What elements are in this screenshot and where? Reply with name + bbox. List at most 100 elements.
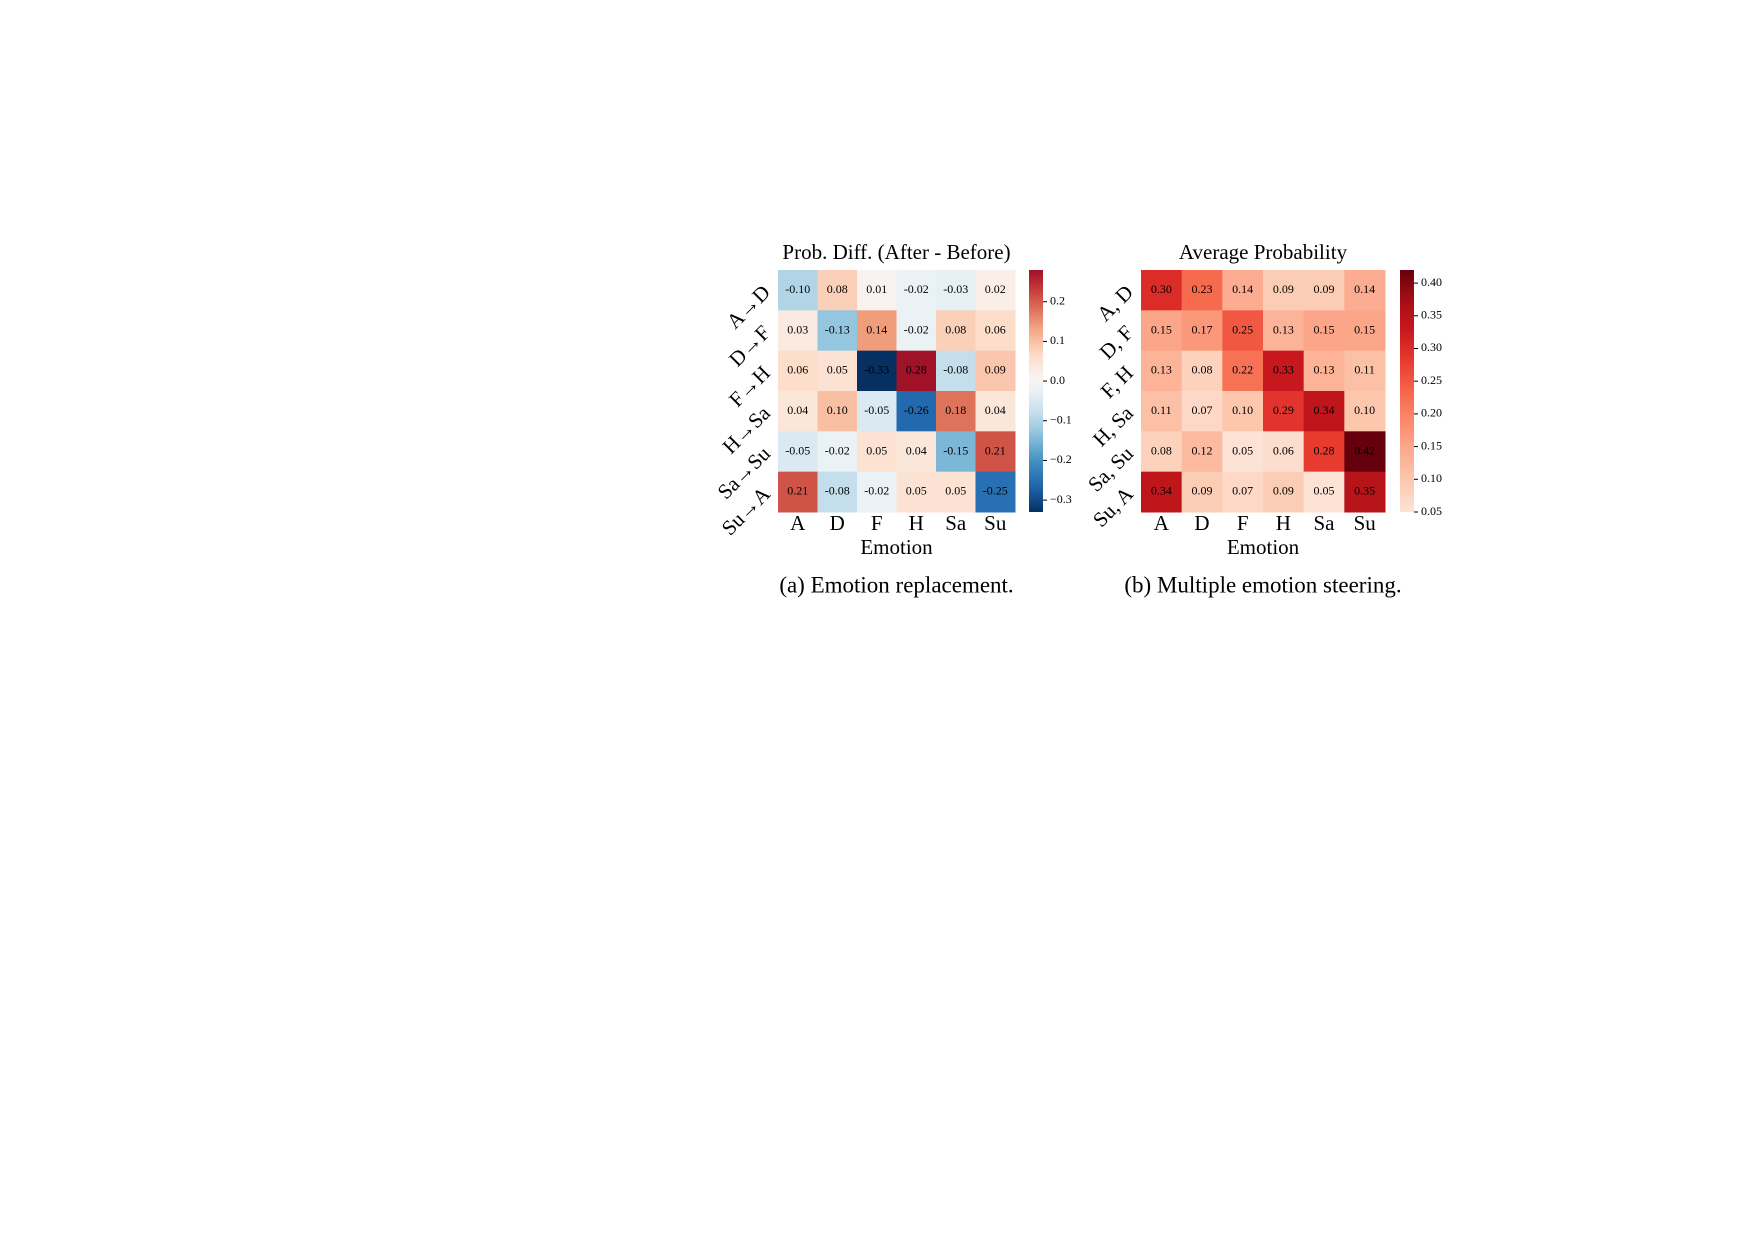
cell-label: 0.09 — [1192, 484, 1213, 498]
cell-label: 0.22 — [1232, 363, 1253, 377]
cell-label: 0.09 — [1273, 484, 1294, 498]
heatmap-cell — [1303, 310, 1345, 352]
cell-label: 0.02 — [985, 282, 1006, 296]
x-tick-label: A — [1154, 511, 1170, 535]
heatmap-cell — [817, 270, 858, 311]
cell-label: 0.11 — [1151, 403, 1172, 417]
cell-label: 0.07 — [1232, 484, 1253, 498]
cell-label: 0.29 — [1273, 403, 1294, 417]
heatmap-cell — [936, 471, 976, 513]
cell-label: 0.14 — [1354, 282, 1375, 296]
heatmap-cell — [1303, 471, 1345, 513]
heatmap-cell — [1141, 350, 1183, 392]
cell-label: -0.08 — [825, 484, 850, 498]
x-tick-label: Su — [1354, 511, 1377, 535]
heatmap-cell — [1344, 431, 1386, 473]
cell-label: -0.33 — [864, 363, 889, 377]
heatmap-cell — [975, 471, 1016, 513]
cell-label: -0.02 — [864, 484, 889, 498]
heatmap-cell — [1344, 471, 1386, 513]
cell-label: 0.07 — [1192, 403, 1213, 417]
colorbar-tick-label: 0.1 — [1050, 333, 1065, 347]
heatmap-cell — [1222, 471, 1264, 513]
heatmap-cell — [1263, 391, 1305, 432]
cell-label: 0.04 — [906, 443, 927, 457]
cell-label: -0.02 — [904, 322, 929, 336]
y-tick-label: H→Sa — [718, 401, 776, 459]
cell-label: 0.15 — [1151, 322, 1172, 336]
heatmap-cell — [896, 431, 937, 473]
y-tick-label: H, Sa — [1088, 401, 1138, 451]
heatmap-cell — [1222, 310, 1264, 352]
colorbar-tick-label: 0.05 — [1421, 504, 1442, 518]
colorbar-tick-label: 0.35 — [1421, 308, 1442, 322]
heatmap-cell — [936, 270, 976, 311]
heatmap-cell — [1181, 350, 1223, 392]
cell-label: 0.05 — [1232, 443, 1253, 457]
cell-label: -0.02 — [904, 282, 929, 296]
heatmap-cell — [778, 310, 818, 352]
y-tick-label: F, H — [1096, 361, 1138, 403]
cell-label: -0.03 — [943, 282, 968, 296]
colorbar-tick-label: 0.20 — [1421, 406, 1442, 420]
heatmap-cell — [1181, 310, 1223, 352]
x-tick-label: Su — [984, 511, 1007, 535]
heatmap-cell — [857, 350, 897, 392]
heatmap-cell — [857, 310, 897, 352]
heatmap-cell — [1222, 431, 1264, 473]
x-tick-label: H — [909, 511, 924, 535]
heatmap-cell — [778, 471, 818, 513]
heatmap-cell — [936, 310, 976, 352]
colorbar-tick-label: 0.30 — [1421, 340, 1442, 354]
cell-label: 0.09 — [985, 363, 1006, 377]
heatmap-cell — [817, 310, 858, 352]
caption: (b) Multiple emotion steering. — [1124, 572, 1401, 597]
x-tick-label: F — [871, 511, 883, 535]
cell-label: 0.13 — [1273, 322, 1294, 336]
heatmap-cell — [817, 391, 858, 432]
cell-label: 0.06 — [787, 363, 808, 377]
heatmap-cell — [1222, 391, 1264, 432]
heatmap-cell — [1141, 471, 1183, 513]
heatmap-cell — [975, 391, 1016, 432]
cell-label: -0.02 — [825, 443, 850, 457]
colorbar-tick-label: 0.15 — [1421, 438, 1442, 452]
cell-label: 0.11 — [1354, 363, 1375, 377]
heatmap-cell — [1181, 270, 1223, 311]
cell-label: 0.05 — [827, 363, 848, 377]
cell-label: 0.17 — [1192, 322, 1213, 336]
caption: (a) Emotion replacement. — [779, 572, 1013, 597]
heatmap-cell — [936, 431, 976, 473]
x-tick-label: D — [830, 511, 845, 535]
heatmap-cell — [1222, 350, 1264, 392]
heatmap-cell — [778, 391, 818, 432]
cell-label: 0.28 — [1314, 443, 1335, 457]
cell-label: 0.06 — [1273, 443, 1294, 457]
x-tick-label: D — [1194, 511, 1209, 535]
heatmap-cell — [1303, 391, 1345, 432]
cell-label: 0.08 — [1151, 443, 1172, 457]
cell-label: 0.13 — [1151, 363, 1172, 377]
x-tick-label: Sa — [1314, 511, 1336, 535]
cell-label: 0.21 — [985, 443, 1006, 457]
heatmap-cell — [975, 310, 1016, 352]
cell-label: 0.10 — [1232, 403, 1253, 417]
heatmap-cell — [1141, 310, 1183, 352]
cell-label: -0.15 — [943, 443, 968, 457]
heatmap-cell — [896, 350, 937, 392]
cell-label: 0.14 — [866, 322, 887, 336]
heatmap-cell — [1141, 270, 1183, 311]
cell-label: 0.25 — [1232, 322, 1253, 336]
heatmap-cell — [1181, 431, 1223, 473]
heatmap-cell — [1344, 310, 1386, 352]
x-tick-label: F — [1237, 511, 1249, 535]
colorbar-tick-label: −0.1 — [1050, 413, 1072, 427]
cell-label: -0.13 — [825, 322, 850, 336]
cell-label: 0.21 — [787, 484, 808, 498]
cell-label: 0.09 — [1314, 282, 1335, 296]
heatmap-cell — [1181, 391, 1223, 432]
heatmap-cell — [1263, 431, 1305, 473]
heatmap-cell — [857, 391, 897, 432]
cell-label: 0.08 — [945, 322, 966, 336]
